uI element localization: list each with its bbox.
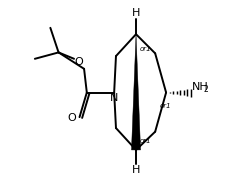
Text: NH: NH (192, 82, 209, 92)
Text: O: O (74, 57, 83, 67)
Text: H: H (132, 164, 140, 174)
Text: O: O (68, 113, 76, 123)
Text: 2: 2 (203, 85, 208, 94)
Text: or1: or1 (159, 103, 171, 109)
Text: or1: or1 (139, 46, 151, 52)
Text: N: N (110, 93, 119, 103)
Polygon shape (132, 34, 141, 150)
Text: or1: or1 (139, 138, 151, 145)
Text: H: H (132, 8, 140, 18)
